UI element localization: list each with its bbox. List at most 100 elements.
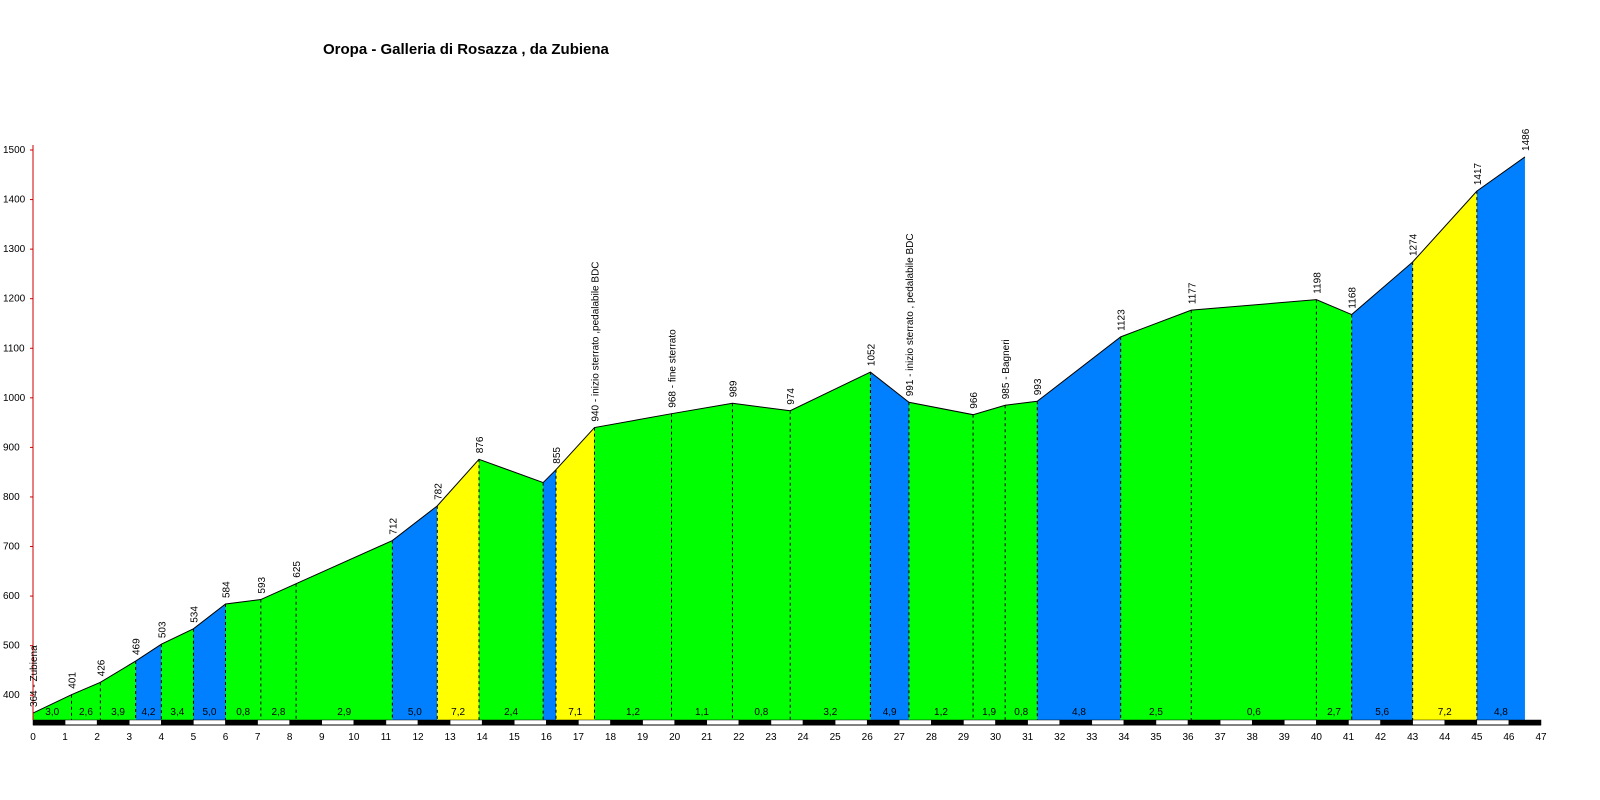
profile-segment [161, 628, 194, 720]
km-band-block [32, 719, 66, 726]
point-labels: 364 - Zubiena 401 426 469 503 534 584 593 625 712… [29, 128, 1532, 707]
point-label: 991 - inizio sterrato , pedalabile BDC [905, 233, 916, 396]
x-tick-label: 14 [477, 732, 489, 743]
km-band-block [449, 719, 483, 726]
y-tick-label: 1000 [3, 393, 26, 404]
x-tick-label: 4 [159, 732, 165, 743]
y-tick-label: 1300 [3, 244, 26, 255]
grade-label: 7,2 [1438, 707, 1452, 718]
x-tick-label: 43 [1407, 732, 1419, 743]
grade-label: 4,8 [1494, 707, 1508, 718]
km-band-block [64, 719, 98, 726]
profile-segment [1351, 262, 1413, 720]
point-label: 1052 [866, 343, 877, 366]
x-tick-label: 17 [573, 732, 585, 743]
km-band-block [1059, 719, 1093, 726]
y-tick-label: 1500 [3, 145, 26, 156]
x-tick-label: 36 [1183, 732, 1195, 743]
x-tick-label: 34 [1118, 732, 1130, 743]
profile-segment [135, 644, 162, 720]
km-band-block [193, 719, 226, 726]
point-label: 1168 [1348, 287, 1359, 309]
km-band-block [738, 719, 772, 726]
point-label: 364 - Zubiena [29, 645, 40, 707]
grade-label: 2,9 [337, 707, 351, 718]
grade-label: 0,6 [1247, 707, 1261, 718]
x-tick-label: 12 [412, 732, 424, 743]
profile-segment [1316, 299, 1352, 720]
x-tick-label: 8 [287, 732, 293, 743]
point-label: 985 - Bagneri [1001, 339, 1012, 399]
x-tick-label: 11 [381, 732, 392, 743]
profile-segment [1005, 401, 1038, 720]
grade-label: 2,5 [1149, 707, 1163, 718]
km-band-block [1444, 719, 1478, 726]
point-label: 401 [68, 672, 79, 689]
km-band-block [1412, 719, 1445, 726]
km-band-block [1091, 719, 1125, 726]
point-label: 940 - inizio sterrato ,pedalabile BDC [590, 261, 601, 421]
profile-segment [594, 413, 672, 720]
profile-segment [193, 604, 226, 720]
x-tick-label: 41 [1343, 732, 1355, 743]
profile-segment [732, 403, 791, 720]
km-band-block [514, 719, 547, 726]
km-band-block [225, 719, 258, 726]
grade-label: 0,8 [1014, 707, 1028, 718]
profile-segment [260, 583, 297, 720]
km-band-block [578, 719, 611, 726]
y-tick-label: 1100 [3, 343, 25, 354]
x-tick-label: 21 [701, 732, 713, 743]
x-tick-label: 27 [894, 732, 906, 743]
x-tick-label: 13 [445, 732, 457, 743]
x-tick-label: 7 [255, 732, 261, 743]
grade-label: 3,0 [45, 707, 59, 718]
profile-segment [1191, 299, 1317, 720]
km-band-block [1284, 719, 1317, 726]
grade-label: 2,7 [1327, 707, 1341, 718]
km-band-block [417, 719, 451, 726]
km-band-block [1123, 719, 1157, 726]
x-tick-label: 20 [669, 732, 681, 743]
km-band-block [1187, 719, 1221, 726]
point-label: 503 [157, 621, 168, 638]
km-band-block [257, 719, 290, 726]
grade-label: 1,2 [934, 707, 948, 718]
y-tick-label: 400 [3, 690, 20, 701]
x-tick-label: 32 [1054, 732, 1066, 743]
point-label: 974 [786, 388, 797, 405]
x-tick-label: 46 [1503, 732, 1515, 743]
km-band-block [899, 719, 932, 726]
km-band-block [1219, 719, 1253, 726]
km-band-block [129, 719, 162, 726]
x-axis-ticks: 0 1 2 3 4 5 6 7 8 9 10 11 12 13 14 15 16 17 18 19 20 21 22 23 24… [30, 732, 1547, 743]
km-band-block [1348, 719, 1381, 726]
x-tick-label: 45 [1471, 732, 1483, 743]
km-band-block [834, 719, 868, 726]
x-tick-label: 24 [797, 732, 809, 743]
x-tick-label: 9 [319, 732, 325, 743]
x-tick-label: 15 [509, 732, 521, 743]
x-tick-label: 40 [1311, 732, 1323, 743]
distance-band [32, 719, 1542, 726]
x-tick-label: 1 [62, 732, 68, 743]
point-label: 782 [433, 483, 444, 500]
x-tick-label: 38 [1247, 732, 1259, 743]
chart-title: Oropa - Galleria di Rosazza , da Zubiena [323, 41, 610, 58]
y-tick-label: 800 [3, 492, 20, 503]
km-band-block [931, 719, 964, 726]
x-tick-label: 6 [223, 732, 229, 743]
grade-label: 0,8 [754, 707, 768, 718]
profile-segment [870, 372, 909, 720]
km-band-block [642, 719, 675, 726]
point-label: 1198 [1312, 272, 1323, 294]
x-tick-label: 3 [126, 732, 132, 743]
grade-label: 4,8 [1072, 707, 1086, 718]
km-band-block [546, 719, 579, 726]
y-axis-ticks: 400 500 600 700 800 900 1000 1100 1200 1300 1400 15… [3, 145, 33, 701]
grade-label: 0,8 [236, 707, 250, 718]
grade-label: 3,9 [111, 707, 125, 718]
point-label: 584 [222, 581, 233, 598]
km-band-block [385, 719, 419, 726]
profile-segment [225, 599, 261, 720]
